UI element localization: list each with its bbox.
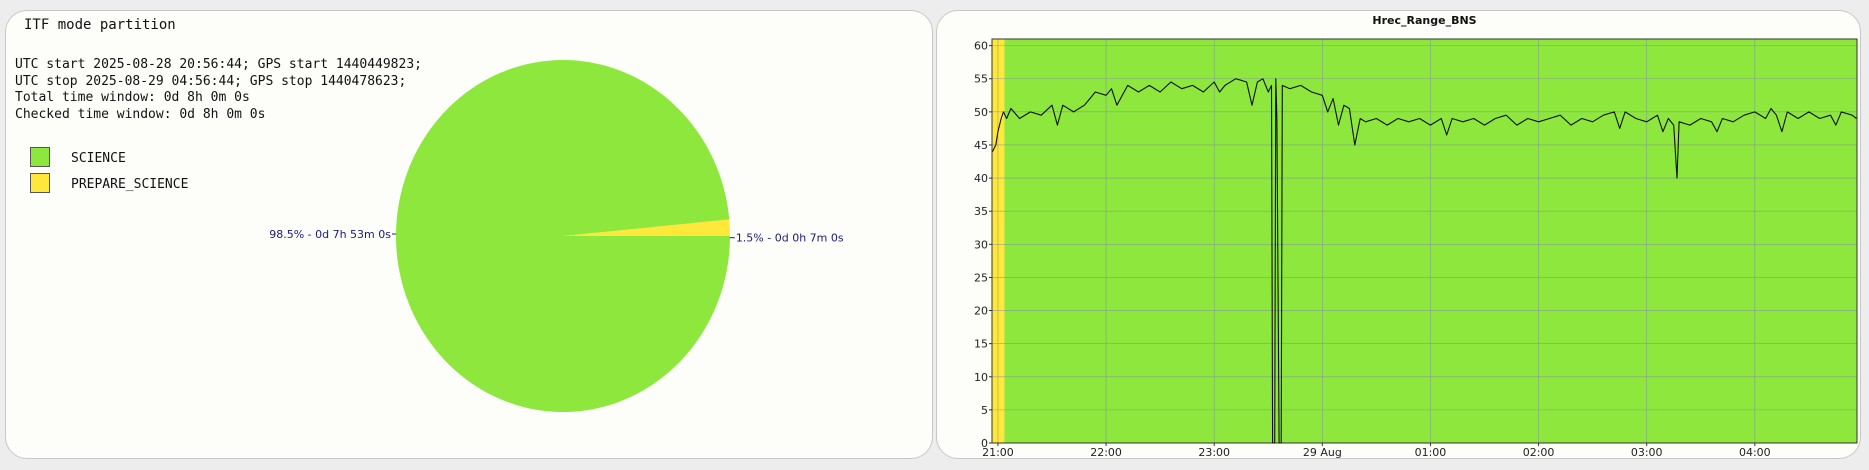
y-tick-label: 5 xyxy=(981,404,988,417)
x-tick-label: 04:00 xyxy=(1739,446,1771,458)
plot-frame xyxy=(991,38,1858,444)
x-tick-label: 21:00 xyxy=(982,446,1014,458)
legend-swatch-science xyxy=(30,147,50,167)
pie-chart: 98.5% - 0d 7h 53m 0s 1.5% - 0d 0h 7m 0s xyxy=(269,59,844,412)
x-tick-label: 22:00 xyxy=(1090,446,1122,458)
info-line-total-window: Total time window: 0d 8h 0m 0s xyxy=(15,90,250,105)
pie-slice-science xyxy=(396,59,730,412)
x-tick-label: 02:00 xyxy=(1523,446,1555,458)
time-info: UTC start 2025-08-28 20:56:44; GPS start… xyxy=(15,57,422,123)
x-tick-label: 03:00 xyxy=(1631,446,1663,458)
y-tick-label: 60 xyxy=(974,40,988,53)
chart-title: Hrec_Range_BNS xyxy=(1372,14,1476,27)
y-tick-label: 30 xyxy=(974,238,988,251)
info-line-checked-window: Checked time window: 0d 8h 0m 0s xyxy=(15,106,266,122)
y-tick-label: 35 xyxy=(974,205,988,218)
x-tick-label: 01:00 xyxy=(1415,446,1447,458)
y-tick-label: 25 xyxy=(974,271,988,284)
y-tick-label: 40 xyxy=(974,172,988,185)
pie-slice-prepare-science xyxy=(563,219,730,236)
line-chart: Hrec_Range_BNS 0 5 10 15 20 25 30 35 40 45 50 55 60 21… xyxy=(974,14,1858,458)
x-tick-label: 23:00 xyxy=(1198,446,1230,458)
panel-title: ITF mode partition xyxy=(24,17,176,33)
y-tick-label: 10 xyxy=(974,371,988,384)
y-tick-label: 55 xyxy=(974,73,988,86)
range-chart-panel: Hrec_Range_BNS 0 5 10 15 20 25 30 35 40 45 50 55 60 21… xyxy=(936,10,1861,459)
legend-swatch-prepare-science xyxy=(30,173,50,193)
info-line-utc-stop: UTC stop 2025-08-29 04:56:44; GPS stop 1… xyxy=(15,73,407,89)
mode-partition-panel: ITF mode partition UTC start 2025-08-28 … xyxy=(5,10,933,459)
y-tick-label: 20 xyxy=(974,305,988,318)
y-tick-label: 15 xyxy=(974,338,988,351)
legend-label-prepare-science: PREPARE_SCIENCE xyxy=(71,177,189,192)
info-line-utc-start: UTC start 2025-08-28 20:56:44; GPS start… xyxy=(15,57,422,72)
x-tick-label: 29 Aug xyxy=(1303,446,1342,458)
series-line xyxy=(992,78,1857,444)
y-tick-label: 0 xyxy=(981,437,988,450)
pie-label-science: 98.5% - 0d 7h 53m 0s xyxy=(269,228,391,241)
y-tick-label: 45 xyxy=(974,139,988,152)
pie-label-prepare-science: 1.5% - 0d 0h 7m 0s xyxy=(736,232,844,245)
legend-label-science: SCIENCE xyxy=(71,151,126,166)
y-tick-label: 50 xyxy=(974,106,988,119)
